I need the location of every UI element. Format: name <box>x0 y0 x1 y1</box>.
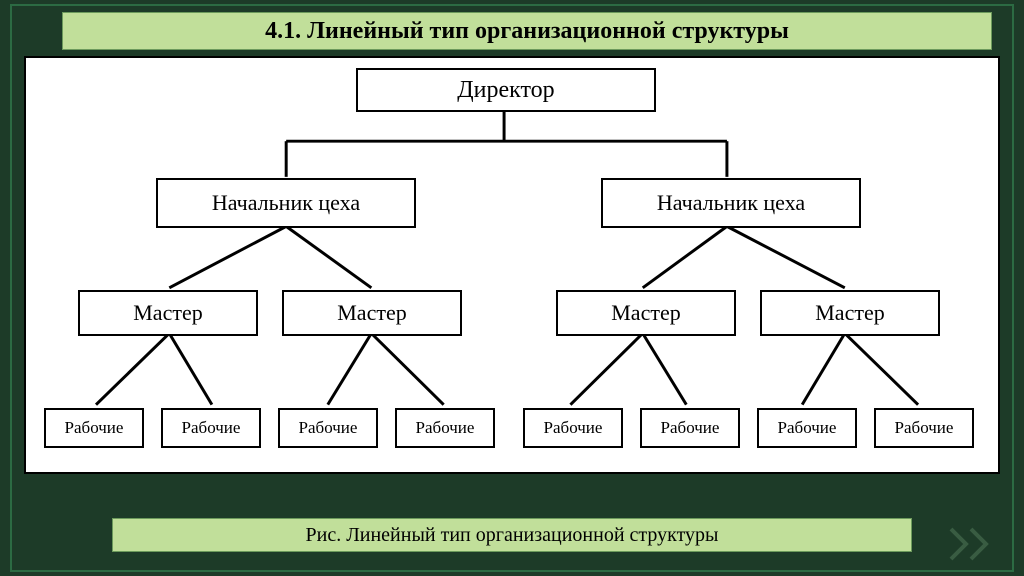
org-edge <box>643 226 727 287</box>
org-node-label: Рабочие <box>661 418 720 438</box>
org-node-label: Директор <box>457 77 554 104</box>
slide-title-bar: 4.1. Линейный тип организационной структ… <box>62 12 992 50</box>
org-node-label: Мастер <box>133 300 202 326</box>
org-chart: Директор Начальник цеха Начальник цеха Маст… <box>24 56 1000 474</box>
org-node-m3: Мастер <box>556 290 736 336</box>
org-node-r6: Рабочие <box>640 408 740 448</box>
org-node-dir: Директор <box>356 68 656 112</box>
org-node-label: Мастер <box>815 300 884 326</box>
org-edge <box>169 226 286 287</box>
org-edge <box>169 333 212 404</box>
org-node-m2: Мастер <box>282 290 462 336</box>
org-node-m4: Мастер <box>760 290 940 336</box>
org-node-m1: Мастер <box>78 290 258 336</box>
org-node-label: Рабочие <box>182 418 241 438</box>
org-node-r1: Рабочие <box>44 408 144 448</box>
org-node-label: Рабочие <box>299 418 358 438</box>
slide-frame: 4.1. Линейный тип организационной структ… <box>10 4 1014 572</box>
org-node-label: Рабочие <box>65 418 124 438</box>
org-node-label: Рабочие <box>544 418 603 438</box>
org-node-label: Рабочие <box>778 418 837 438</box>
chevrons-icon <box>946 524 1006 564</box>
caption-bar: Рис. Линейный тип организационной структ… <box>112 518 912 552</box>
org-node-label: Начальник цеха <box>212 190 360 216</box>
org-edge <box>286 226 371 287</box>
org-node-r2: Рабочие <box>161 408 261 448</box>
org-node-r8: Рабочие <box>874 408 974 448</box>
org-node-label: Мастер <box>337 300 406 326</box>
caption-text: Рис. Линейный тип организационной структ… <box>306 524 719 547</box>
org-node-label: Мастер <box>611 300 680 326</box>
org-node-label: Рабочие <box>416 418 475 438</box>
slide-title: 4.1. Линейный тип организационной структ… <box>265 18 789 45</box>
org-edge <box>845 333 918 404</box>
org-node-nach1: Начальник цеха <box>156 178 416 228</box>
org-edge <box>802 333 845 404</box>
org-edge <box>96 333 169 404</box>
slide: 4.1. Линейный тип организационной структ… <box>0 0 1024 576</box>
org-edge <box>727 226 845 287</box>
org-node-r3: Рабочие <box>278 408 378 448</box>
org-edge <box>570 333 642 404</box>
org-node-r5: Рабочие <box>523 408 623 448</box>
org-edge <box>371 333 443 404</box>
org-node-label: Начальник цеха <box>657 190 805 216</box>
org-node-nach2: Начальник цеха <box>601 178 861 228</box>
org-edge <box>328 333 372 404</box>
org-edge <box>643 333 687 404</box>
org-node-r7: Рабочие <box>757 408 857 448</box>
org-node-r4: Рабочие <box>395 408 495 448</box>
org-node-label: Рабочие <box>895 418 954 438</box>
